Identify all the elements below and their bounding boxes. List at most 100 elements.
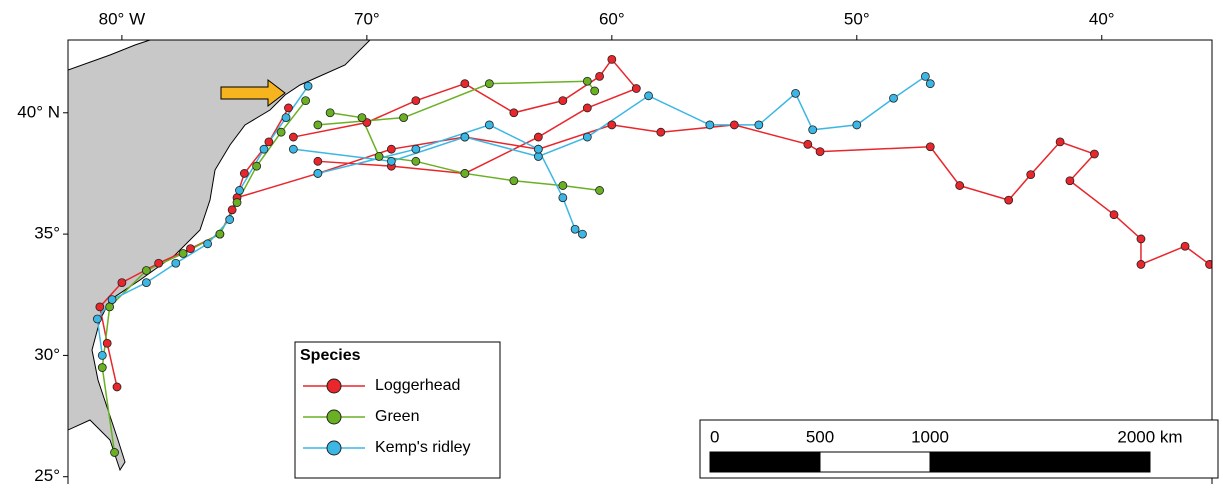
track-point (276, 127, 286, 137)
track-point (533, 144, 543, 154)
track-point (313, 169, 323, 178)
track-point (235, 186, 244, 195)
track-point (411, 144, 421, 154)
track-point (259, 144, 269, 154)
track-point (570, 224, 580, 234)
track-point (186, 244, 195, 254)
track-point (578, 229, 587, 239)
track-point (460, 132, 470, 142)
track-point (1109, 210, 1119, 220)
track-point (105, 302, 115, 312)
frame (67, 39, 1213, 484)
scale-label: 2000 km (1117, 427, 1182, 446)
track-point (582, 76, 592, 86)
track-point (558, 193, 568, 203)
track-point (303, 81, 313, 91)
track-point (112, 382, 122, 392)
track-point (1136, 234, 1146, 244)
track-point (509, 176, 519, 186)
lon-tick-label: 40° (1089, 9, 1115, 28)
track-point (607, 120, 617, 130)
lat-tick-label: 30° (34, 345, 60, 364)
track-point (97, 363, 107, 372)
track-point (815, 147, 825, 157)
track-point (1136, 260, 1146, 269)
legend-marker (326, 378, 342, 394)
track-point (203, 239, 213, 249)
track-point (313, 156, 323, 166)
track-line (101, 100, 307, 453)
track-point (171, 258, 181, 268)
track-point (644, 91, 653, 101)
track-point (154, 258, 164, 268)
track-point (595, 186, 604, 195)
track-point (1026, 170, 1036, 180)
scale-segment (929, 451, 1151, 473)
track-point (239, 169, 249, 178)
track-point (582, 132, 592, 142)
track-point (374, 152, 384, 161)
legend: Species Loggerhead Green Kemp's ridley (294, 341, 501, 479)
track-point (357, 113, 367, 123)
track-point (925, 142, 935, 152)
track-point (484, 79, 494, 89)
track-point (284, 103, 293, 113)
track-point (925, 79, 935, 89)
track-point (97, 351, 107, 360)
track-point (533, 132, 543, 142)
legend-title: Species (300, 347, 361, 364)
track-point (595, 71, 604, 81)
track-point (1004, 195, 1014, 205)
track-point (631, 84, 641, 93)
track-point (288, 144, 298, 154)
track-point (399, 113, 409, 123)
track-point (509, 108, 519, 118)
scale-bar: 0 500 1000 2000 km (699, 419, 1219, 479)
scale-label: 1000 (911, 427, 949, 446)
track-point (803, 139, 813, 149)
lat-tick-label: 25° (34, 466, 60, 484)
scale-label: 0 (710, 427, 719, 446)
track-point (92, 314, 102, 324)
legend-marker (326, 409, 342, 425)
legend-box (294, 341, 501, 479)
track-point (411, 96, 421, 106)
track-point (227, 205, 237, 215)
track-point (301, 96, 311, 106)
track-point (852, 120, 862, 130)
track-point (252, 161, 262, 171)
track-point (558, 181, 568, 190)
track-point (141, 266, 151, 275)
track-point (288, 132, 298, 142)
track-point (313, 120, 323, 130)
track-point (558, 96, 568, 106)
track-point (102, 338, 112, 348)
legend-label: Kemp's ridley (375, 439, 471, 456)
lon-tick-label: 70° (354, 9, 380, 28)
track-point (484, 120, 494, 130)
track-point (1065, 176, 1075, 186)
track-point (232, 198, 242, 207)
track-point (582, 103, 592, 113)
track-point (1180, 241, 1190, 251)
track-point (955, 181, 965, 190)
track-point (656, 127, 666, 137)
track-point (411, 156, 421, 166)
track-point (729, 120, 739, 130)
scale-label: 500 (806, 427, 834, 446)
track-point (460, 79, 470, 89)
legend-label: Loggerhead (375, 377, 460, 394)
track-point (215, 229, 225, 239)
lat-tick-label: 40° N (17, 102, 60, 121)
track-point (386, 144, 396, 154)
track-point (889, 93, 898, 103)
track-point (920, 71, 930, 81)
track-point (1055, 137, 1065, 147)
track-point (325, 108, 335, 118)
arrow (220, 78, 286, 108)
track-point (281, 113, 291, 123)
track-point (264, 137, 274, 147)
track-point (460, 169, 470, 178)
